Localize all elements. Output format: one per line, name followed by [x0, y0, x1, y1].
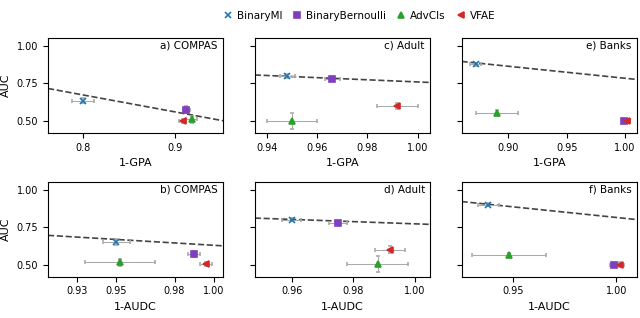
X-axis label: 1-AUDC: 1-AUDC — [321, 302, 364, 312]
X-axis label: 1-GPA: 1-GPA — [119, 158, 152, 168]
Text: c) Adult: c) Adult — [385, 41, 425, 51]
X-axis label: 1-AUDC: 1-AUDC — [115, 302, 157, 312]
Y-axis label: AUC: AUC — [1, 218, 11, 241]
Text: b) COMPAS: b) COMPAS — [160, 185, 218, 195]
X-axis label: 1-AUDC: 1-AUDC — [528, 302, 570, 312]
Text: d) Adult: d) Adult — [383, 185, 425, 195]
X-axis label: 1-GPA: 1-GPA — [326, 158, 359, 168]
Text: a) COMPAS: a) COMPAS — [161, 41, 218, 51]
X-axis label: 1-GPA: 1-GPA — [532, 158, 566, 168]
Text: e) Banks: e) Banks — [586, 41, 632, 51]
Legend: BinaryMI, BinaryBernoulli, AdvCls, VFAE: BinaryMI, BinaryBernoulli, AdvCls, VFAE — [217, 7, 500, 25]
Text: f) Banks: f) Banks — [589, 185, 632, 195]
Y-axis label: AUC: AUC — [1, 74, 11, 97]
